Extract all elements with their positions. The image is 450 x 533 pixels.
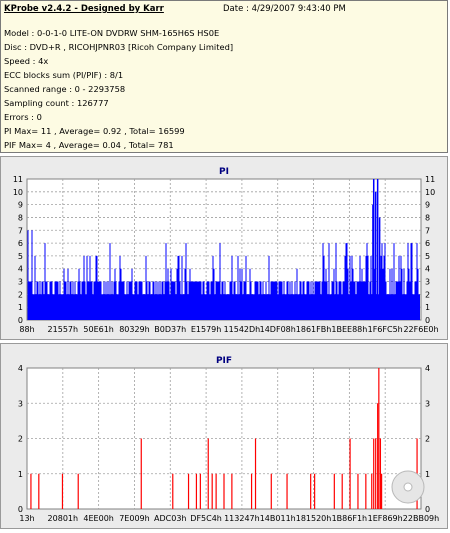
disc-logo-hole-icon xyxy=(403,482,413,492)
pif-ytick-left: 4 xyxy=(18,364,23,373)
app-title: KProbe v2.4.2 - Designed by Karr xyxy=(4,4,164,14)
pi-xtick: 50E61h xyxy=(83,325,113,334)
pi-xtick: 11542Dh xyxy=(224,325,261,334)
pi-chart-panel: PI 0 0 1 1 2 2 3 3 4 4 5 5 6 6 7 7 8 8 9 9 10 10 11 11 88h 21557h 5… xyxy=(0,156,448,340)
info-panel: KProbe v2.4.2 - Designed by Karr Date : … xyxy=(0,0,448,153)
pif-ytick-left: 2 xyxy=(18,435,23,444)
pi-ytick-right: 11 xyxy=(425,175,435,184)
disc-line: Disc : DVD+R , RICOHJPNR03 [Ricoh Compan… xyxy=(4,42,234,52)
pif-xtick: 20801h xyxy=(48,514,79,523)
pi-ytick-left: 8 xyxy=(18,213,23,222)
pi-ytick-right: 4 xyxy=(425,265,430,274)
pi-xtick: E1579h xyxy=(191,325,221,334)
model-line: Model : 0-0-1-0 LITE-ON DVDRW SHM-165H6S… xyxy=(4,28,220,38)
pi-xtick: 88h xyxy=(19,325,34,334)
errors-line: Errors : 0 xyxy=(4,112,42,122)
pi-xtick: 1861FBh xyxy=(296,325,332,334)
pi-ytick-right: 8 xyxy=(425,213,430,222)
pi-xtick: 1F6FC5h xyxy=(368,325,403,334)
pi-ytick-right: 6 xyxy=(425,239,430,248)
pif-xtick: 13h xyxy=(19,514,34,523)
pi-ytick-right: 9 xyxy=(425,201,430,210)
pi-ytick-right: 5 xyxy=(425,252,430,261)
pif-ytick-right: 2 xyxy=(425,435,430,444)
pi-xtick: 14DF08h xyxy=(260,325,296,334)
pif-xtick: 14B011h xyxy=(260,514,296,523)
scan-date: Date : 4/29/2007 9:43:40 PM xyxy=(223,4,346,14)
pif-ytick-right: 4 xyxy=(425,364,430,373)
pif-xtick: 22BB09h xyxy=(403,514,439,523)
pif-xtick: 1EF869h xyxy=(368,514,403,523)
pif-xtick: 4EE00h xyxy=(83,514,113,523)
speed-line: Speed : 4x xyxy=(4,56,49,66)
pi-ytick-left: 9 xyxy=(18,201,23,210)
pif-xtick: 113247h xyxy=(224,514,260,523)
pif-ytick-right: 0 xyxy=(425,505,430,514)
pi-xtick: 21557h xyxy=(48,325,79,334)
range-line: Scanned range : 0 - 2293758 xyxy=(4,84,126,94)
pi-ytick-left: 2 xyxy=(18,290,23,299)
pi-ytick-right: 2 xyxy=(425,290,430,299)
pif-ytick-left: 0 xyxy=(18,505,23,514)
pif-chart-panel: PIF 0 0 1 1 2 2 3 3 4 4 13h 20801h 4EE00h 7E009h ADC03h… xyxy=(0,343,448,529)
pi-ytick-right: 1 xyxy=(425,303,430,312)
pi-xtick: 22F6E0h xyxy=(403,325,438,334)
pif-xtick: 181520h xyxy=(296,514,332,523)
pif-chart: PIF 0 0 1 1 2 2 3 3 4 4 13h 20801h 4EE00h 7E009h ADC03h… xyxy=(18,356,439,523)
pi-summary-line: PI Max= 11 , Average= 0.92 , Total= 1659… xyxy=(4,126,185,136)
pif-ytick-left: 1 xyxy=(18,470,23,479)
pi-xtick: 1BEE88h xyxy=(331,325,367,334)
pi-ytick-left: 10 xyxy=(13,188,23,197)
pif-title: PIF xyxy=(216,356,232,366)
pi-ytick-right: 10 xyxy=(425,188,435,197)
pif-xtick: 1B86F1h xyxy=(332,514,368,523)
pi-xtick: 80329h xyxy=(119,325,150,334)
pif-xtick: DF5C4h xyxy=(190,514,222,523)
pi-ytick-right: 3 xyxy=(425,278,430,287)
pif-summary-line: PIF Max= 4 , Average= 0.04 , Total= 781 xyxy=(4,140,174,150)
pi-xtick: B0D37h xyxy=(154,325,186,334)
pif-xtick: 7E009h xyxy=(119,514,149,523)
pi-ytick-left: 1 xyxy=(18,303,23,312)
pi-ytick-left: 3 xyxy=(18,278,23,287)
ecc-line: ECC blocks sum (PI/PIF) : 8/1 xyxy=(4,70,124,80)
pi-ytick-left: 7 xyxy=(18,226,23,235)
pi-ytick-right: 7 xyxy=(425,226,430,235)
pi-ytick-left: 6 xyxy=(18,239,23,248)
pi-title: PI xyxy=(219,167,229,177)
sampling-line: Sampling count : 126777 xyxy=(4,98,109,108)
pi-ytick-right: 0 xyxy=(425,316,430,325)
pif-ytick-right: 3 xyxy=(425,399,430,408)
pi-ytick-left: 0 xyxy=(18,316,23,325)
pi-ytick-left: 4 xyxy=(18,265,23,274)
pi-ytick-left: 11 xyxy=(13,175,23,184)
pi-ytick-left: 5 xyxy=(18,252,23,261)
pif-xtick: ADC03h xyxy=(154,514,186,523)
pif-ytick-right: 1 xyxy=(425,470,430,479)
pif-ytick-left: 3 xyxy=(18,399,23,408)
